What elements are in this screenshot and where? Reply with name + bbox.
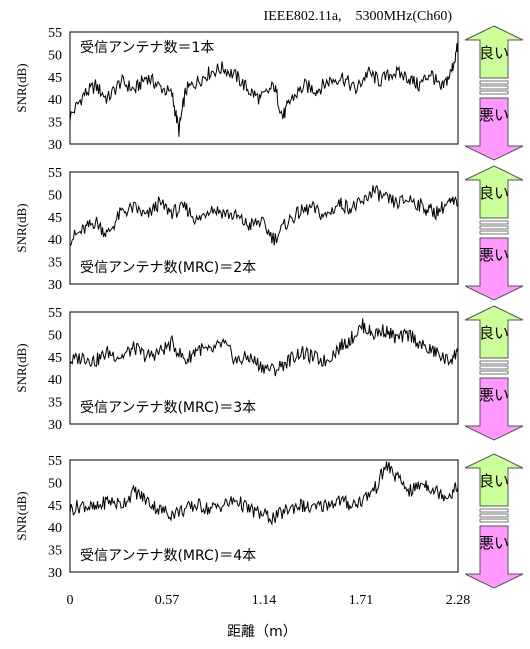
good-label: 良い <box>479 44 509 62</box>
good-arrow-icon <box>464 453 524 507</box>
y-tick-label: 30 <box>48 566 62 581</box>
chart-panel-4: 30 35 40 45 50 55 SNR(dB) 受信アンテナ数(MRC)＝4本 <box>14 454 459 581</box>
divider-stripe <box>479 365 509 370</box>
chart-panel-2: 30 35 40 45 50 55 SNR(dB) 受信アンテナ数(MRC)＝2本 <box>14 166 459 293</box>
good-label: 良い <box>479 324 509 342</box>
x-tick-label: 0 <box>67 593 74 608</box>
bad-label: 悪い <box>479 246 509 264</box>
x-tick-label: 0.57 <box>155 593 180 608</box>
divider-stripe <box>479 508 509 513</box>
y-tick-label: 35 <box>48 256 62 271</box>
y-tick-label: 35 <box>48 116 62 131</box>
y-axis-label: SNR(dB) <box>14 343 29 392</box>
y-tick-label: 35 <box>48 544 62 559</box>
divider-stripe <box>479 518 509 523</box>
good-arrow-icon <box>464 165 524 219</box>
panel-annotation: 受信アンテナ数(MRC)＝4本 <box>80 548 256 564</box>
divider-stripe <box>479 370 509 375</box>
y-tick-label: 40 <box>48 93 62 108</box>
chart-panel-1: 30 35 40 45 50 55 SNR(dB) 受信アンテナ数＝1本 <box>14 26 459 153</box>
y-axis-label: SNR(dB) <box>14 491 29 540</box>
snr-series-line <box>69 461 459 526</box>
y-axis-label: SNR(dB) <box>14 63 29 112</box>
x-tick-label: 2.28 <box>446 593 471 608</box>
y-tick-label: 50 <box>48 188 62 203</box>
snr-series-line <box>69 184 459 247</box>
y-tick-label: 50 <box>48 476 62 491</box>
divider-stripe <box>479 230 509 235</box>
bad-arrow-icon <box>464 97 524 161</box>
y-tick-label: 45 <box>48 351 62 366</box>
y-tick-label: 40 <box>48 233 62 248</box>
chart-header: IEEE802.11a, 5300MHz(Ch60) <box>264 9 453 24</box>
x-tick-label: 1.71 <box>349 593 374 608</box>
y-tick-label: 55 <box>48 166 62 181</box>
y-tick-label: 40 <box>48 521 62 536</box>
y-tick-label: 30 <box>48 418 62 433</box>
y-tick-label: 45 <box>48 499 62 514</box>
divider-stripe <box>479 85 509 90</box>
y-tick-label: 55 <box>48 306 62 321</box>
divider-stripe <box>479 90 509 95</box>
snr-series-line <box>69 318 459 377</box>
x-axis-label: 距離（m） <box>227 623 297 640</box>
y-axis-label: SNR(dB) <box>14 203 29 252</box>
y-tick-label: 55 <box>48 454 62 469</box>
plot-frame <box>69 171 459 285</box>
divider-stripe <box>479 80 509 85</box>
bad-arrow-icon <box>464 237 524 301</box>
plot-frame <box>69 459 459 573</box>
y-tick-label: 45 <box>48 211 62 226</box>
good-label: 良い <box>479 472 509 490</box>
bad-label: 悪い <box>479 386 509 404</box>
panel-annotation: 受信アンテナ数(MRC)＝2本 <box>80 260 256 276</box>
good-label: 良い <box>479 184 509 202</box>
divider-stripe <box>479 513 509 518</box>
bad-arrow-icon <box>464 377 524 441</box>
y-tick-label: 50 <box>48 48 62 63</box>
divider-stripe <box>479 225 509 230</box>
y-tick-label: 50 <box>48 328 62 343</box>
y-tick-label: 45 <box>48 71 62 86</box>
bad-label: 悪い <box>479 106 509 124</box>
good-arrow-icon <box>464 25 524 79</box>
panel-annotation: 受信アンテナ数＝1本 <box>80 40 214 56</box>
y-tick-label: 30 <box>48 138 62 153</box>
bad-arrow-icon <box>464 525 524 589</box>
y-tick-label: 55 <box>48 26 62 41</box>
bad-label: 悪い <box>479 534 509 552</box>
divider-stripe <box>479 220 509 225</box>
y-tick-label: 35 <box>48 396 62 411</box>
good-arrow-icon <box>464 305 524 359</box>
y-tick-label: 40 <box>48 373 62 388</box>
snr-series-line <box>69 43 459 137</box>
divider-stripe <box>479 360 509 365</box>
plot-frame <box>69 31 459 145</box>
y-tick-label: 30 <box>48 278 62 293</box>
chart-panel-3: 30 35 40 45 50 55 SNR(dB) 受信アンテナ数(MRC)＝3本 <box>14 306 459 433</box>
panel-annotation: 受信アンテナ数(MRC)＝3本 <box>80 400 256 416</box>
x-tick-label: 1.14 <box>252 593 277 608</box>
